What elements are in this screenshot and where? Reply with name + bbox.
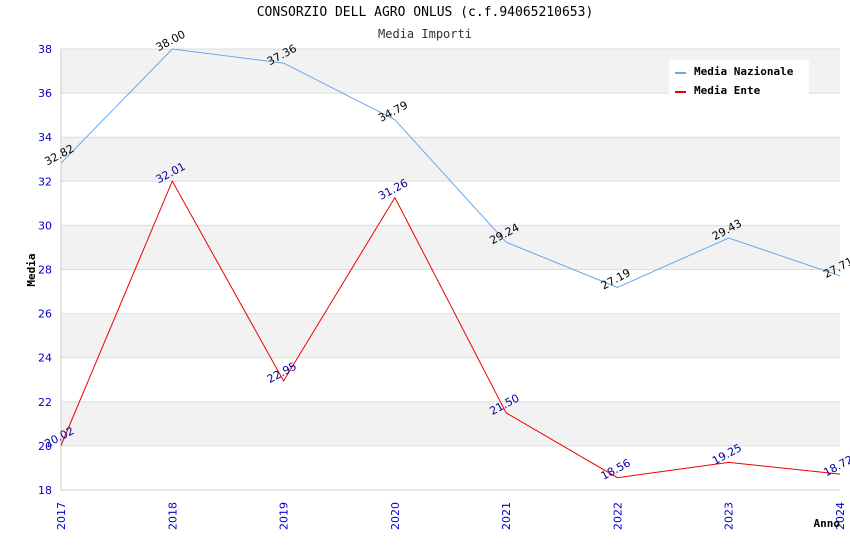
grid-band (61, 269, 840, 314)
x-tick-label: 2020 (389, 502, 402, 530)
grid-band (61, 93, 840, 138)
axes (60, 49, 840, 491)
grid-band (61, 225, 840, 270)
legend-label: Media Nazionale (694, 65, 794, 78)
series-lines (60, 48, 841, 479)
y-tick-label: 22 (38, 396, 52, 409)
y-tick-label: 30 (38, 219, 52, 232)
series-line-media-ente (60, 179, 841, 479)
x-tick-label: 2023 (723, 502, 736, 530)
series-line-media-nazionale (60, 48, 841, 288)
x-tick-labels: 2017 2018 2019 2020 2021 2022 2023 2024 (55, 502, 847, 530)
y-tick-label: 18 (38, 484, 52, 497)
grid-band (61, 181, 840, 226)
chart-subtitle: Media Importi (378, 27, 472, 41)
grid-band (61, 445, 840, 490)
x-tick-label: 2017 (55, 502, 68, 530)
y-axis-label: Media (25, 253, 38, 286)
x-tick-label: 2024 (834, 502, 847, 530)
y-tick-label: 36 (38, 87, 52, 100)
x-tick-label: 2018 (166, 502, 179, 530)
legend-box (669, 60, 809, 96)
y-tick-label: 26 (38, 308, 52, 321)
chart-title: CONSORZIO DELL AGRO ONLUS (c.f.940652106… (256, 5, 594, 20)
grid-band (61, 357, 840, 402)
y-tick-label: 34 (38, 131, 52, 144)
x-tick-label: 2019 (278, 502, 291, 530)
legend: Media Nazionale Media Ente (669, 60, 809, 97)
grid-band (61, 313, 840, 358)
x-tick-label: 2021 (500, 502, 513, 530)
legend-label: Media Ente (694, 84, 761, 97)
grid-bands (61, 49, 840, 490)
grid-band (61, 137, 840, 182)
x-tick-label: 2022 (611, 502, 624, 530)
grid-band (61, 401, 840, 446)
y-tick-label: 38 (38, 43, 52, 56)
y-tick-label: 24 (38, 352, 52, 365)
x-axis-label: Anno (814, 517, 841, 530)
y-tick-label: 20 (38, 440, 52, 453)
y-tick-label: 28 (38, 264, 52, 277)
y-tick-labels: 18 20 22 24 26 28 30 32 34 36 38 (38, 43, 52, 497)
y-tick-label: 32 (38, 175, 52, 188)
